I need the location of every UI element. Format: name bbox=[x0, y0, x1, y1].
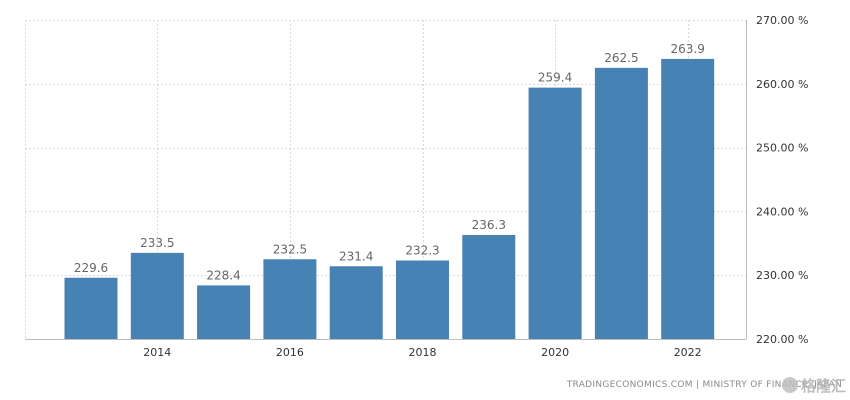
x-tick-label: 2018 bbox=[409, 346, 437, 359]
bar-value-label: 262.5 bbox=[604, 51, 638, 65]
x-tick-label: 2016 bbox=[276, 346, 304, 359]
bar-value-label: 259.4 bbox=[538, 71, 572, 85]
bar-value-label: 233.5 bbox=[140, 236, 174, 250]
bar[interactable] bbox=[594, 67, 648, 339]
bar-value-label: 236.3 bbox=[472, 218, 506, 232]
bar-value-label: 232.3 bbox=[405, 244, 439, 258]
bar[interactable] bbox=[329, 266, 383, 339]
y-axis: 220.00 % 230.00 % 240.00 % 250.00 % 260.00 %… bbox=[756, 14, 808, 346]
bar[interactable] bbox=[130, 252, 184, 339]
y-tick-label: 270.00 % bbox=[756, 14, 808, 27]
x-tick-label: 2020 bbox=[541, 346, 569, 359]
x-axis: 2014 2016 2018 2020 2022 bbox=[143, 346, 701, 359]
bar-value-label: 232.5 bbox=[273, 242, 307, 256]
y-tick-label: 220.00 % bbox=[756, 333, 808, 346]
bar-series bbox=[64, 58, 715, 340]
y-tick-label: 260.00 % bbox=[756, 78, 808, 91]
bar[interactable] bbox=[462, 235, 516, 339]
bar[interactable] bbox=[64, 277, 118, 339]
bar-value-label: 263.9 bbox=[671, 42, 705, 56]
y-tick-label: 240.00 % bbox=[756, 205, 808, 218]
bar[interactable] bbox=[263, 259, 317, 339]
bar[interactable] bbox=[661, 58, 715, 339]
x-tick-label: 2014 bbox=[143, 346, 171, 359]
bar-data-labels: 229.6 233.5 228.4 232.5 231.4 232.3 236.3 259.4… bbox=[74, 42, 705, 282]
y-tick-label: 230.00 % bbox=[756, 269, 808, 282]
x-tick-label: 2022 bbox=[674, 346, 702, 359]
bar-value-label: 228.4 bbox=[206, 268, 240, 282]
bar[interactable] bbox=[396, 260, 449, 339]
bar[interactable] bbox=[528, 87, 582, 340]
bar-value-label: 231.4 bbox=[339, 249, 373, 263]
y-tick-label: 250.00 % bbox=[756, 142, 808, 155]
source-caption: TRADINGECONOMICS.COM | MINISTRY OF FINAN… bbox=[566, 380, 842, 390]
bar-value-label: 229.6 bbox=[74, 261, 108, 275]
bar[interactable] bbox=[197, 285, 251, 339]
